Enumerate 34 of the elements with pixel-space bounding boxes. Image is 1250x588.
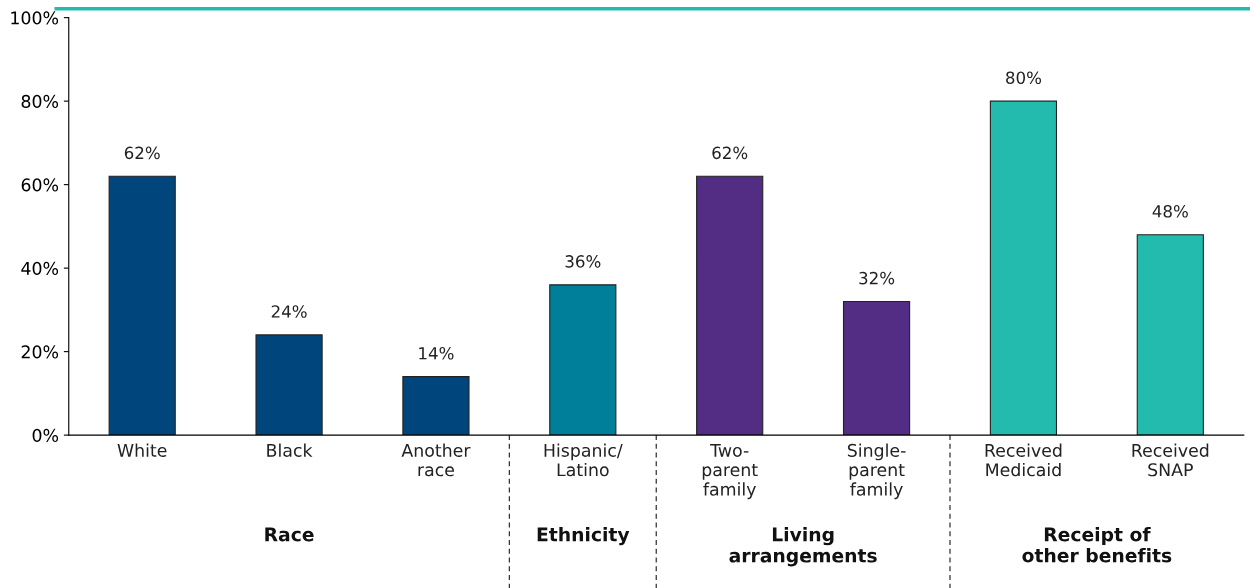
y-tick-label: 20% bbox=[21, 345, 59, 359]
bar bbox=[108, 175, 176, 436]
x-tick-label: White bbox=[117, 443, 167, 457]
bar bbox=[842, 300, 911, 436]
data-label: 62% bbox=[124, 146, 160, 160]
y-tick-label: 0% bbox=[32, 428, 59, 442]
y-tick-label: 60% bbox=[21, 178, 59, 192]
bar bbox=[549, 284, 617, 436]
text: Race bbox=[265, 527, 314, 542]
data-label: 62% bbox=[712, 146, 748, 160]
bar bbox=[989, 100, 1058, 436]
x-tick-label: Hispanic/ Latino bbox=[544, 443, 623, 477]
bar bbox=[402, 376, 470, 436]
y-tick-label: 40% bbox=[21, 261, 59, 275]
text: Receipt of other benefits bbox=[1022, 526, 1172, 563]
text: Living arrangements bbox=[729, 526, 877, 567]
x-tick-label: Received Medicaid bbox=[985, 443, 1062, 477]
data-label: 14% bbox=[419, 346, 454, 360]
data-label: 32% bbox=[859, 271, 895, 285]
bar bbox=[255, 334, 323, 436]
y-tick-label: 80% bbox=[21, 94, 59, 108]
x-tick-label: Another race bbox=[401, 443, 471, 477]
bar bbox=[696, 175, 764, 436]
bar bbox=[1136, 234, 1204, 436]
y-tick-label: 100% bbox=[11, 11, 59, 25]
data-label: 24% bbox=[271, 305, 307, 318]
text: Ethnicity bbox=[537, 526, 630, 546]
x-tick-label: Black bbox=[267, 443, 313, 457]
data-label: 48% bbox=[1152, 205, 1188, 218]
x-tick-label: Single- parent family bbox=[847, 443, 906, 500]
x-tick-label: Received SNAP bbox=[1132, 443, 1209, 477]
x-tick-label: Two- parent family bbox=[702, 443, 758, 500]
data-label: 80% bbox=[1006, 71, 1042, 85]
data-label: 36% bbox=[565, 255, 601, 268]
